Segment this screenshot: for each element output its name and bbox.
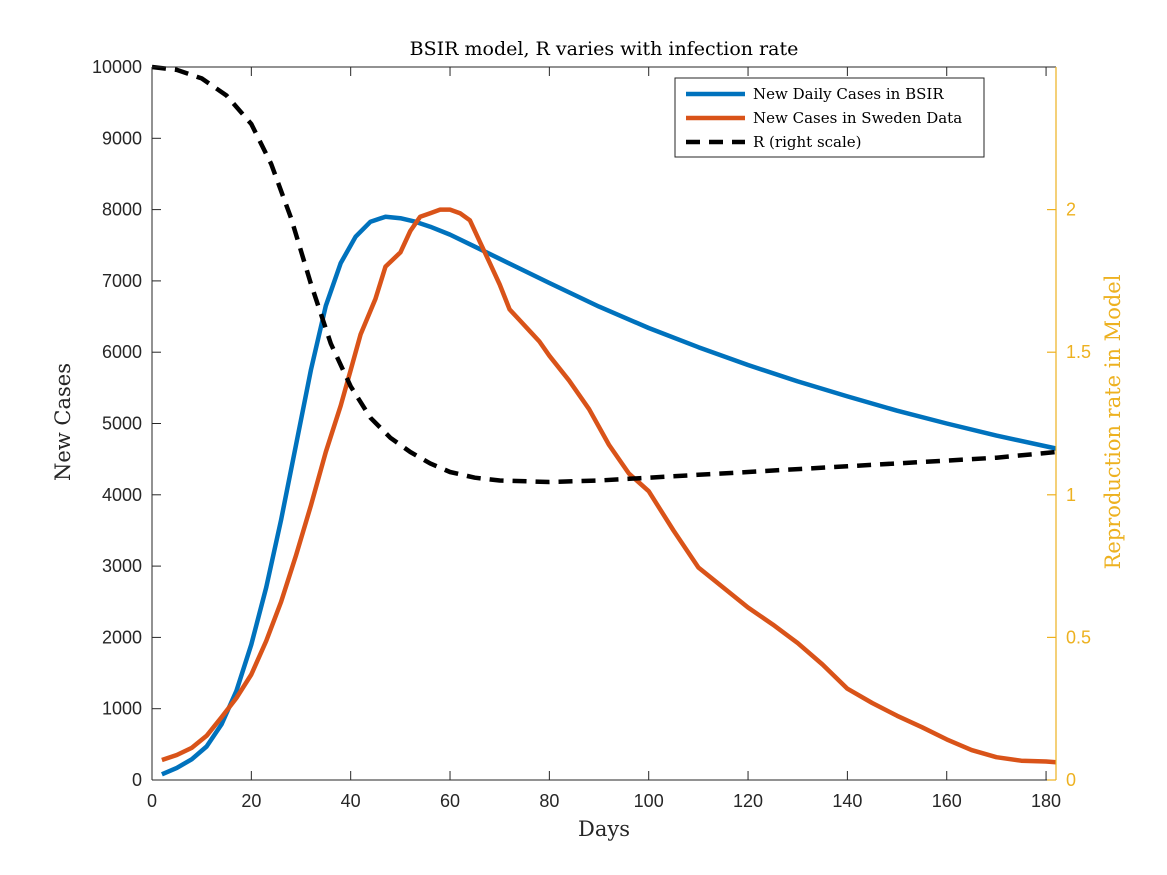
y2-axis-label: Reproduction rate in Model <box>1101 274 1125 569</box>
series-layer <box>151 64 1057 777</box>
series-line-1 <box>161 214 1057 777</box>
axes-layer: 0 20 40 60 80 100 120 140 160 1800100020003000400… <box>92 57 1091 811</box>
y2-tick-label: 2 <box>1066 200 1076 220</box>
x-tick-label: 80 <box>539 791 559 811</box>
y-tick-label: 5000 <box>102 414 142 434</box>
series-line-3 <box>151 64 1057 485</box>
x-tick-label: 100 <box>634 791 664 811</box>
x-tick-label: 160 <box>932 791 962 811</box>
x-tick-label: 60 <box>440 791 460 811</box>
legend: New Daily Cases in BSIR New Cases in Swed… <box>674 77 985 158</box>
legend-label-2: New Cases in Sweden Data <box>753 109 962 127</box>
y-tick-label: 10000 <box>92 57 142 77</box>
y2-tick-label: 0 <box>1066 770 1076 790</box>
x-tick-label: 20 <box>241 791 261 811</box>
x-axis-label: Days <box>578 817 630 841</box>
x-tick-label: 120 <box>733 791 763 811</box>
y-tick-label: 4000 <box>102 485 142 505</box>
chart-title: BSIR model, R varies with infection rate <box>410 38 799 60</box>
y-tick-label: 2000 <box>102 627 142 647</box>
x-tick-label: 0 <box>147 791 157 811</box>
x-tick-label: 140 <box>832 791 862 811</box>
y2-tick-label: 1 <box>1066 485 1076 505</box>
y-tick-label: 3000 <box>102 556 142 576</box>
y-tick-label: 9000 <box>102 128 142 148</box>
y2-tick-label: 0.5 <box>1066 627 1091 647</box>
y-tick-label: 0 <box>132 770 142 790</box>
y-axis-label: New Cases <box>51 363 75 481</box>
legend-label-3: R (right scale) <box>753 133 862 151</box>
y-tick-label: 8000 <box>102 200 142 220</box>
x-tick-label: 40 <box>341 791 361 811</box>
y-tick-label: 1000 <box>102 699 142 719</box>
y-tick-label: 6000 <box>102 342 142 362</box>
legend-label-1: New Daily Cases in BSIR <box>753 85 944 103</box>
y2-tick-label: 1.5 <box>1066 342 1091 362</box>
series-line-2 <box>161 207 1057 765</box>
x-tick-label: 180 <box>1031 791 1061 811</box>
y-tick-label: 7000 <box>102 271 142 291</box>
